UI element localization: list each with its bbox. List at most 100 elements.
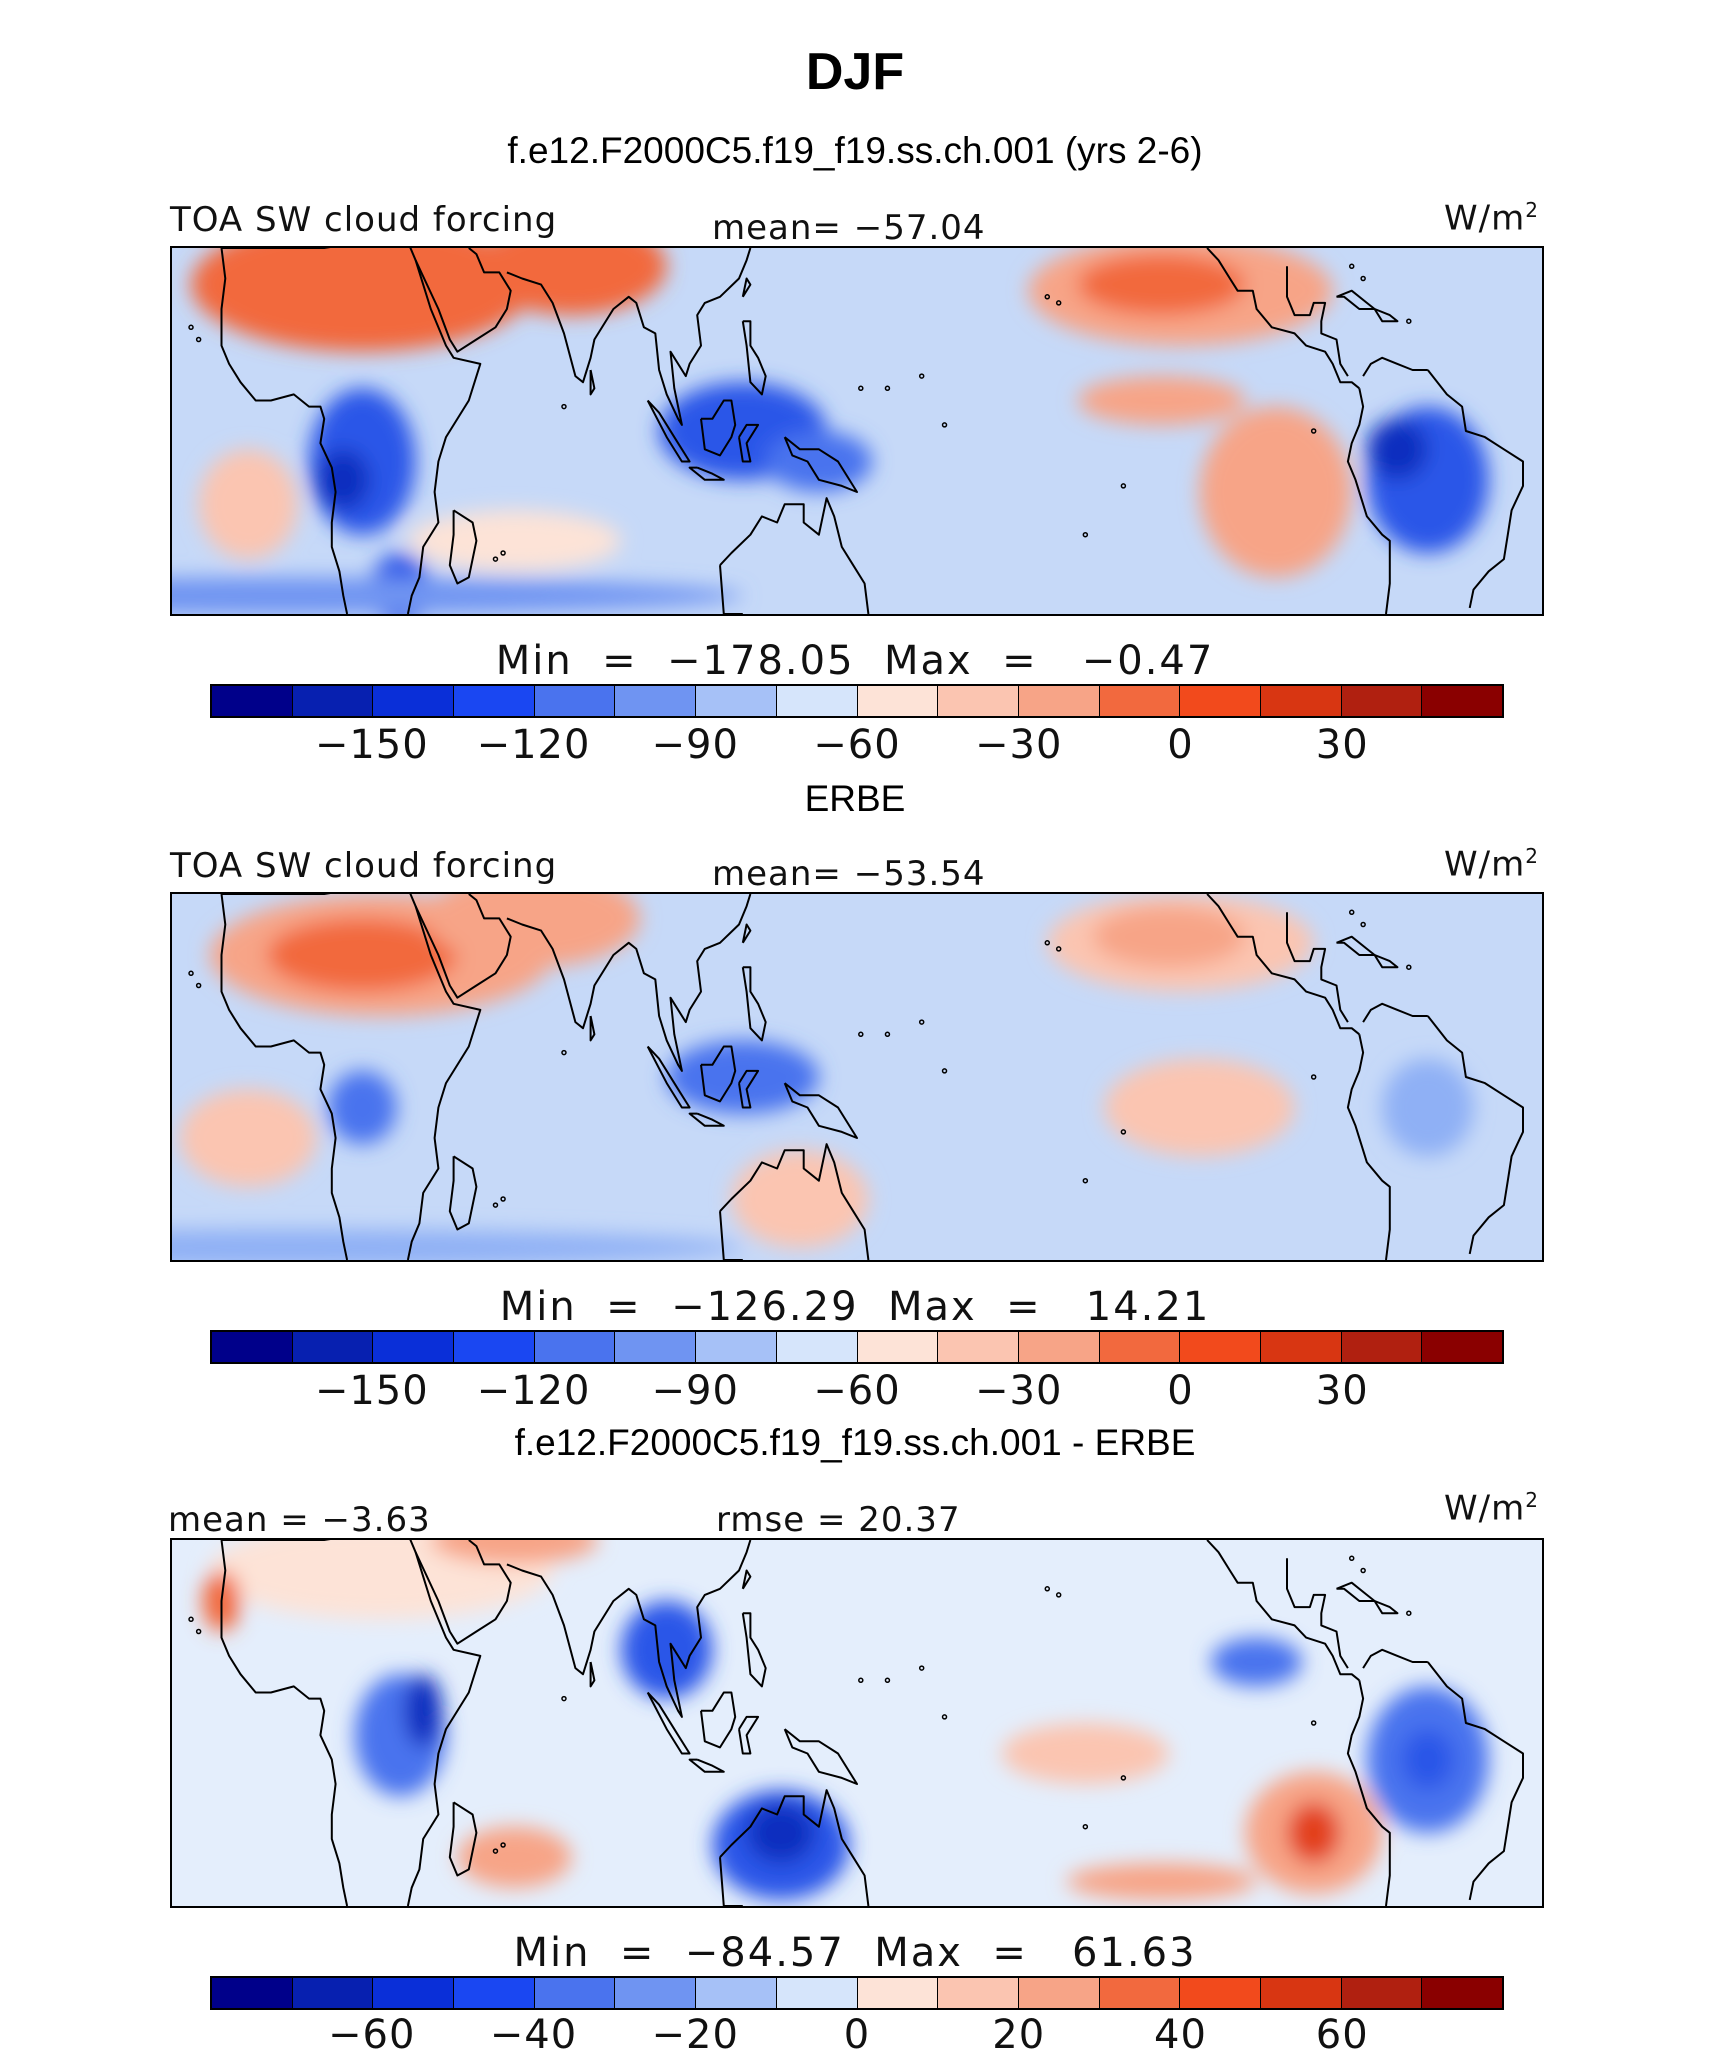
panel-3-field-region	[1001, 1723, 1170, 1784]
coastline	[1346, 388, 1391, 614]
island-outline	[492, 1202, 499, 1208]
coastline	[220, 894, 349, 1260]
island-outline	[941, 422, 948, 428]
panel-1-field-region	[476, 248, 667, 316]
coastline	[1206, 1540, 1360, 1682]
colorbar-swatch	[857, 686, 939, 716]
colorbar-swatch	[1099, 686, 1181, 716]
coastline	[719, 1143, 870, 1260]
island-outline	[188, 1616, 194, 1623]
colorbar-tick-label: 30	[1315, 1368, 1369, 1414]
island-outline	[500, 1842, 506, 1848]
coastline	[1346, 1034, 1391, 1260]
panel-3-field-region	[1066, 1863, 1257, 1900]
colorbar-swatch	[1341, 1978, 1423, 2008]
island-outline	[492, 1848, 499, 1854]
island-outline	[941, 1714, 948, 1720]
coastline	[783, 436, 858, 493]
colorbar-tick-label: −90	[651, 722, 739, 768]
island-outline	[1348, 263, 1355, 270]
colorbar-tick-label: −90	[651, 1368, 739, 1414]
colorbar-swatch	[696, 1978, 777, 2008]
panel-3-field-region	[621, 1601, 713, 1699]
coastline	[783, 1728, 858, 1785]
colorbar-swatch	[776, 686, 858, 716]
colorbar-swatch	[373, 1978, 455, 2008]
island-outline	[1044, 294, 1051, 300]
figure-title: DJF	[805, 43, 905, 101]
panel-3-rmse-label: rmse = 20.37	[716, 1500, 961, 1540]
coastline	[688, 466, 725, 481]
panel-1-field-region	[172, 577, 743, 614]
colorbar-tick-label: 0	[843, 2012, 871, 2058]
coastline	[741, 1569, 752, 1590]
panel-3-field-region	[1210, 1637, 1303, 1687]
colorbar-tick-label: −150	[314, 722, 429, 768]
coastline	[589, 369, 596, 396]
panel-2-svg	[172, 894, 1542, 1260]
colorbar-swatch	[615, 686, 697, 716]
panel-3-mean-label: mean = −3.63	[168, 1500, 431, 1540]
colorbar-swatch	[212, 1332, 293, 1362]
panel-1-field-region	[407, 510, 622, 572]
colorbar-swatch	[1341, 686, 1423, 716]
panel-2-units: W/m2	[1444, 844, 1539, 885]
panel-1-units: W/m2	[1444, 198, 1539, 239]
panel-1-variable-label: TOA SW cloud forcing	[170, 200, 558, 240]
colorbar-swatch	[373, 1332, 455, 1362]
coastline	[700, 399, 737, 457]
colorbar-swatch	[292, 1332, 374, 1362]
colorbar-swatch	[938, 1978, 1019, 2008]
coastline	[1362, 1002, 1428, 1023]
panel-3-svg	[172, 1540, 1542, 1906]
colorbar-swatch	[1422, 686, 1502, 716]
panel-1-svg	[172, 248, 1542, 614]
island-outline	[1044, 940, 1051, 946]
coastline	[1373, 954, 1399, 969]
coastline	[220, 248, 349, 614]
colorbar-swatch	[1260, 1332, 1342, 1362]
coastline	[414, 894, 512, 999]
island-outline	[1310, 1074, 1317, 1080]
panel-3-units: W/m2	[1444, 1488, 1539, 1529]
coastline	[1427, 1015, 1524, 1255]
island-outline	[1082, 1177, 1089, 1184]
colorbar-swatch	[1099, 1332, 1181, 1362]
island-outline	[1120, 1775, 1127, 1781]
panel-3-field-region	[746, 1802, 816, 1864]
colorbar-2-ticks: −150 −120 −90 −60 −30 0 30	[0, 1368, 1710, 1418]
coastline	[1373, 1600, 1399, 1615]
colorbar-swatch	[1341, 1332, 1423, 1362]
coastline	[1427, 1661, 1524, 1901]
colorbar-swatch	[1180, 1332, 1261, 1362]
panel-2-field-region	[1382, 1058, 1474, 1157]
island-outline	[1348, 909, 1355, 916]
colorbar-tick-label: −150	[314, 1368, 429, 1414]
panel-1-field-region	[765, 431, 873, 492]
colorbar-tick-label: 0	[1167, 1368, 1194, 1414]
colorbar-swatch	[776, 1332, 858, 1362]
colorbar-tick-label: −30	[975, 1368, 1063, 1414]
panel-2-variable-label: TOA SW cloud forcing	[170, 846, 558, 886]
island-outline	[492, 556, 499, 562]
coastline	[700, 1045, 737, 1103]
colorbar-swatch	[1422, 1332, 1502, 1362]
colorbar-swatch	[1018, 686, 1100, 716]
coastline	[719, 1857, 743, 1906]
colorbar-2	[210, 1330, 1504, 1364]
island-outline	[884, 1677, 891, 1684]
colorbar-swatch	[1099, 1978, 1181, 2008]
panel-3-subtitle: f.e12.F2000C5.f19_f19.ss.ch.001 - ERBE	[514, 1422, 1196, 1463]
panel-2-field-region	[1104, 1058, 1295, 1157]
colorbar-swatch	[534, 1978, 616, 2008]
island-outline	[188, 970, 194, 977]
coastline	[589, 1661, 596, 1688]
colorbar-swatch	[534, 1332, 616, 1362]
island-outline	[561, 1695, 567, 1702]
island-outline	[1082, 1823, 1089, 1830]
island-outline	[188, 324, 194, 331]
panel-3-stats: Min = −84.57 Max = 61.63	[513, 1930, 1197, 1976]
coastline	[414, 1540, 512, 1645]
panel-3-field-region	[404, 1674, 443, 1748]
colorbar-swatch	[454, 1978, 535, 2008]
